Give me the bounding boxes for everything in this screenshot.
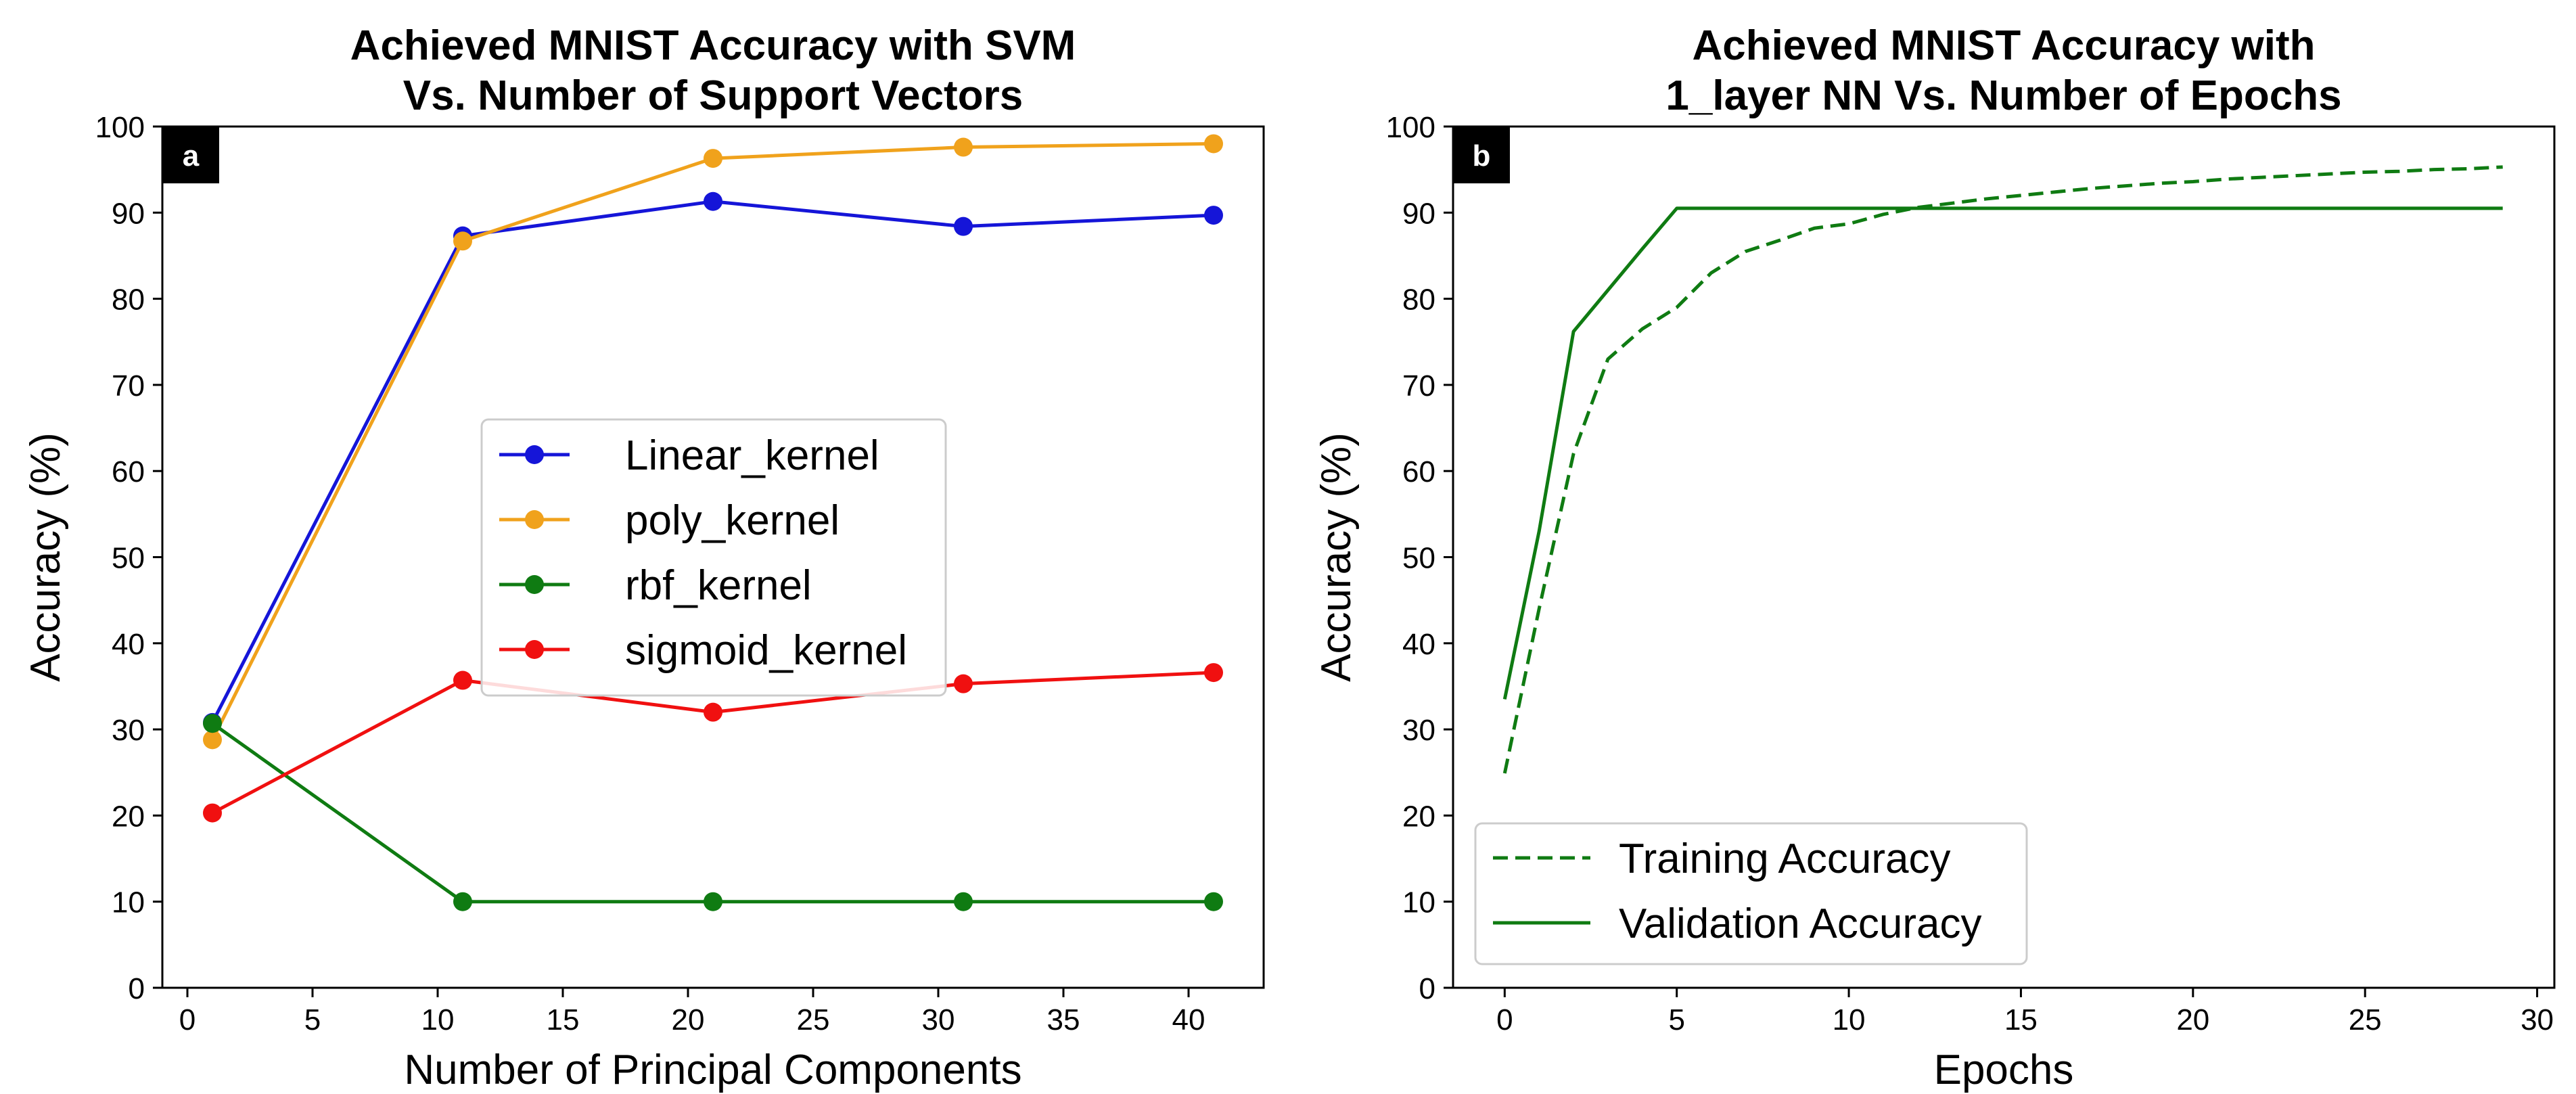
- chart-title-line: Vs. Number of Support Vectors: [403, 72, 1023, 119]
- legend-entry: Training Accuracy: [1619, 836, 1950, 882]
- x-tick-label: 30: [922, 1003, 955, 1036]
- data-point: [704, 149, 722, 168]
- y-tick-label: 60: [1402, 455, 1435, 488]
- x-tick-label: 20: [672, 1003, 705, 1036]
- x-axis-label: Number of Principal Components: [404, 1047, 1021, 1093]
- legend-marker: [525, 445, 544, 464]
- data-point: [1204, 206, 1223, 225]
- y-tick-label: 40: [1402, 628, 1435, 661]
- x-tick-label: 10: [1833, 1003, 1866, 1036]
- data-point: [1204, 892, 1223, 911]
- panel-letter: b: [1473, 139, 1491, 173]
- plot-frame: [1452, 125, 2556, 989]
- data-point: [453, 231, 472, 251]
- panel-letter: a: [183, 139, 200, 173]
- data-point: [704, 702, 722, 722]
- series-line-training-accuracy: [1502, 165, 2503, 774]
- plot-frame: [161, 125, 1265, 989]
- y-tick-label: 20: [112, 800, 145, 833]
- data-point: [954, 137, 973, 157]
- y-tick-label: 80: [112, 283, 145, 317]
- data-point: [704, 892, 722, 911]
- y-tick-label: 0: [129, 972, 145, 1005]
- y-tick-label: 50: [1402, 542, 1435, 575]
- panel-letter-badge: [162, 127, 219, 183]
- y-axis-label: Accuracy (%): [1313, 432, 1360, 682]
- chart-title-line: 1_layer NN Vs. Number of Epochs: [1665, 72, 2341, 119]
- legend-entry: rbf_kernel: [625, 562, 812, 609]
- data-point: [954, 674, 973, 693]
- data-point: [704, 191, 722, 211]
- x-tick-label: 0: [179, 1003, 196, 1036]
- data-point: [203, 803, 222, 823]
- legend-marker: [525, 510, 544, 529]
- legend: Linear_kernel poly_kernel rbf_kernelsigmoi…: [480, 418, 947, 697]
- y-tick-label: 90: [1402, 197, 1435, 230]
- y-tick-label: 0: [1419, 972, 1435, 1005]
- chart-title-line: Achieved MNIST Accuracy with: [1692, 22, 2315, 69]
- x-tick-label: 20: [2176, 1003, 2209, 1036]
- y-tick-label: 90: [112, 197, 145, 230]
- y-tick-label: 10: [112, 886, 145, 919]
- legend-box: [480, 418, 947, 697]
- x-tick-label: 30: [2521, 1003, 2554, 1036]
- legend-marker: [525, 575, 544, 594]
- panel-letter-badge: [1453, 127, 1510, 183]
- data-point: [954, 216, 973, 236]
- data-point: [453, 892, 472, 911]
- x-tick-label: 25: [797, 1003, 830, 1036]
- y-tick-label: 40: [112, 628, 145, 661]
- data-point: [954, 892, 973, 911]
- series-line-rbf-kernel: [211, 722, 1214, 904]
- x-tick-label: 25: [2349, 1003, 2382, 1036]
- x-tick-label: 35: [1047, 1003, 1080, 1036]
- legend-entry: Linear_kernel: [625, 432, 879, 479]
- y-tick-label: 100: [95, 111, 145, 144]
- x-tick-label: 5: [1668, 1003, 1684, 1036]
- x-tick-label: 15: [547, 1003, 580, 1036]
- y-tick-label: 80: [1402, 283, 1435, 317]
- legend-box: [1474, 822, 2028, 965]
- y-tick-label: 100: [1386, 111, 1435, 144]
- y-tick-label: 30: [112, 714, 145, 747]
- x-tick-label: 15: [2004, 1003, 2038, 1036]
- y-tick-label: 70: [112, 369, 145, 403]
- y-tick-label: 60: [112, 455, 145, 488]
- x-tick-label: 5: [304, 1003, 321, 1036]
- y-tick-label: 20: [1402, 800, 1435, 833]
- legend-entry: poly_kernel: [625, 497, 840, 544]
- data-point: [1204, 663, 1223, 683]
- data-point: [453, 670, 472, 690]
- chart-title-line: Achieved MNIST Accuracy with SVM: [350, 22, 1076, 69]
- data-point: [1204, 134, 1223, 154]
- x-tick-label: 40: [1172, 1003, 1205, 1036]
- x-axis-label: Epochs: [1934, 1047, 2074, 1093]
- y-axis-label: Accuracy (%): [22, 432, 69, 682]
- data-point: [203, 714, 222, 733]
- x-tick-label: 0: [1496, 1003, 1513, 1036]
- y-tick-label: 50: [112, 542, 145, 575]
- legend-entry: Validation Accuracy: [1619, 901, 1981, 947]
- data-point: [203, 730, 222, 750]
- y-tick-label: 70: [1402, 369, 1435, 403]
- series-line-validation-accuracy: [1502, 206, 2503, 700]
- legend-marker: [525, 640, 544, 659]
- y-tick-label: 30: [1402, 714, 1435, 747]
- x-tick-label: 10: [421, 1003, 455, 1036]
- legend: Training Accuracy Validation Accuracy: [1474, 822, 2028, 965]
- y-tick-label: 10: [1402, 886, 1435, 919]
- legend-entry: sigmoid_kernel: [625, 627, 907, 674]
